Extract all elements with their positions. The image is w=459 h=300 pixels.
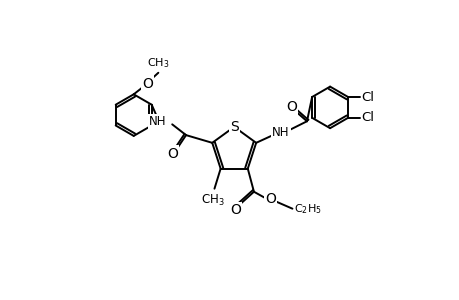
- Text: O: O: [285, 100, 297, 114]
- Text: $\mathregular{CH_3}$: $\mathregular{CH_3}$: [147, 56, 169, 70]
- Text: S: S: [230, 120, 238, 134]
- Text: O: O: [230, 203, 241, 217]
- Text: O: O: [265, 192, 276, 206]
- Text: O: O: [167, 147, 177, 160]
- Text: $\mathregular{CH_3}$: $\mathregular{CH_3}$: [201, 193, 224, 208]
- Text: $\mathregular{C_2H_5}$: $\mathregular{C_2H_5}$: [293, 202, 321, 216]
- Text: O: O: [142, 76, 153, 91]
- Text: NH: NH: [271, 125, 289, 139]
- Text: NH: NH: [148, 115, 166, 128]
- Text: Cl: Cl: [361, 111, 374, 124]
- Text: Cl: Cl: [361, 91, 374, 103]
